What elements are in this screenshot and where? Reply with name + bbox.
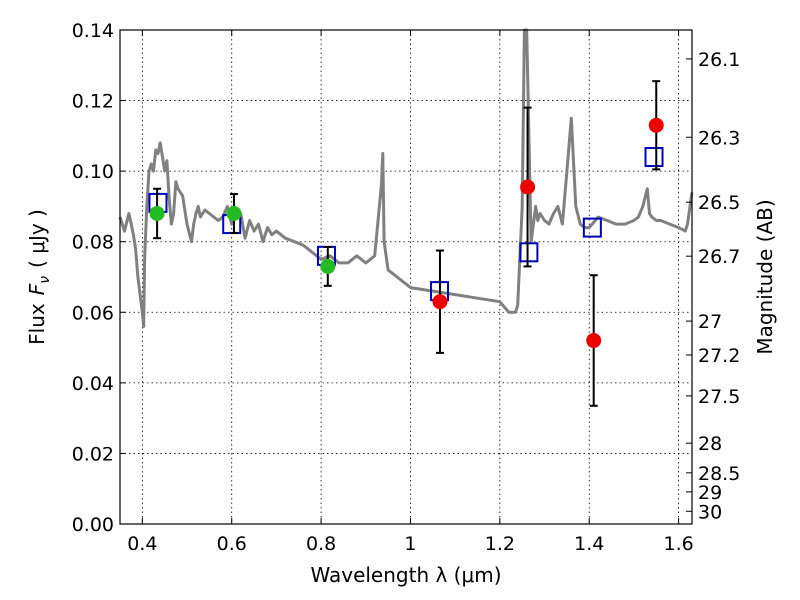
y2-tick-label: 27.2	[698, 345, 740, 367]
y2-tick-label: 26.5	[698, 192, 740, 214]
y-axis-label-text: Flux	[25, 303, 49, 345]
spectrum-layer	[118, 28, 694, 328]
y2-tick-label: 30	[698, 501, 722, 523]
model-square-point	[582, 217, 602, 238]
green-data-point	[226, 205, 242, 221]
y-tick-label: 0.14	[72, 20, 114, 42]
errorbars-layer	[153, 80, 661, 407]
y2-tick-label: 27.5	[698, 386, 740, 408]
x-tick-label: 0.8	[306, 533, 336, 555]
y-ticks-layer: 0.00 0.02 0.04 0.06 0.08 0.10 0.12 0.14	[72, 20, 126, 536]
model-square-point	[644, 147, 664, 168]
green-data-point	[149, 205, 165, 221]
x-ticks-layer: 0.4 0.6 0.8 1 1.2 1.4 1.6	[127, 30, 694, 555]
y-axis-label-subscript: ν	[37, 276, 53, 284]
red-data-point	[586, 333, 602, 349]
y-tick-label: 0.10	[72, 161, 114, 183]
x-tick-label: 1.6	[663, 533, 693, 555]
y-tick-label: 0.08	[72, 232, 114, 254]
green-data-point	[320, 258, 336, 274]
plot-frame	[119, 29, 693, 525]
y2-axis-label: Magnitude (AB)	[753, 199, 777, 354]
y2-tick-label: 27	[698, 311, 722, 333]
grid-layer	[120, 29, 692, 525]
red-data-point	[432, 294, 448, 310]
x-tick-label: 0.6	[217, 533, 247, 555]
y2-tick-label: 29	[698, 482, 722, 504]
x-tick-label: 1.2	[485, 533, 515, 555]
x-tick-label: 1	[404, 533, 416, 555]
y2-tick-label: 26.3	[698, 127, 740, 149]
y-axis-label-unit: ( μJy )	[25, 209, 49, 268]
y-tick-label: 0.04	[72, 373, 114, 395]
red-data-point	[520, 179, 536, 195]
model-squares-layer	[148, 147, 664, 302]
y2-tick-label: 28	[698, 433, 722, 455]
y2-tick-label: 26.1	[698, 49, 740, 71]
spectrum-line	[118, 28, 694, 328]
y-axis-label: Flux Fν ( μJy )	[25, 209, 53, 345]
y-tick-label: 0.12	[72, 91, 114, 113]
x-tick-label: 1.4	[574, 533, 604, 555]
points-layer	[149, 117, 664, 349]
x-tick-label: 0.4	[127, 533, 157, 555]
y-tick-label: 0.00	[72, 514, 114, 536]
x-axis-label: Wavelength λ (μm)	[310, 563, 501, 587]
y2-tick-label: 26.7	[698, 246, 740, 268]
model-square-point	[519, 242, 539, 263]
y-tick-label: 0.02	[72, 443, 114, 465]
y-axis-label-symbol: F	[25, 283, 49, 295]
y2-tick-label: 28.5	[698, 463, 740, 485]
y-tick-label: 0.06	[72, 302, 114, 324]
red-data-point	[648, 117, 664, 133]
